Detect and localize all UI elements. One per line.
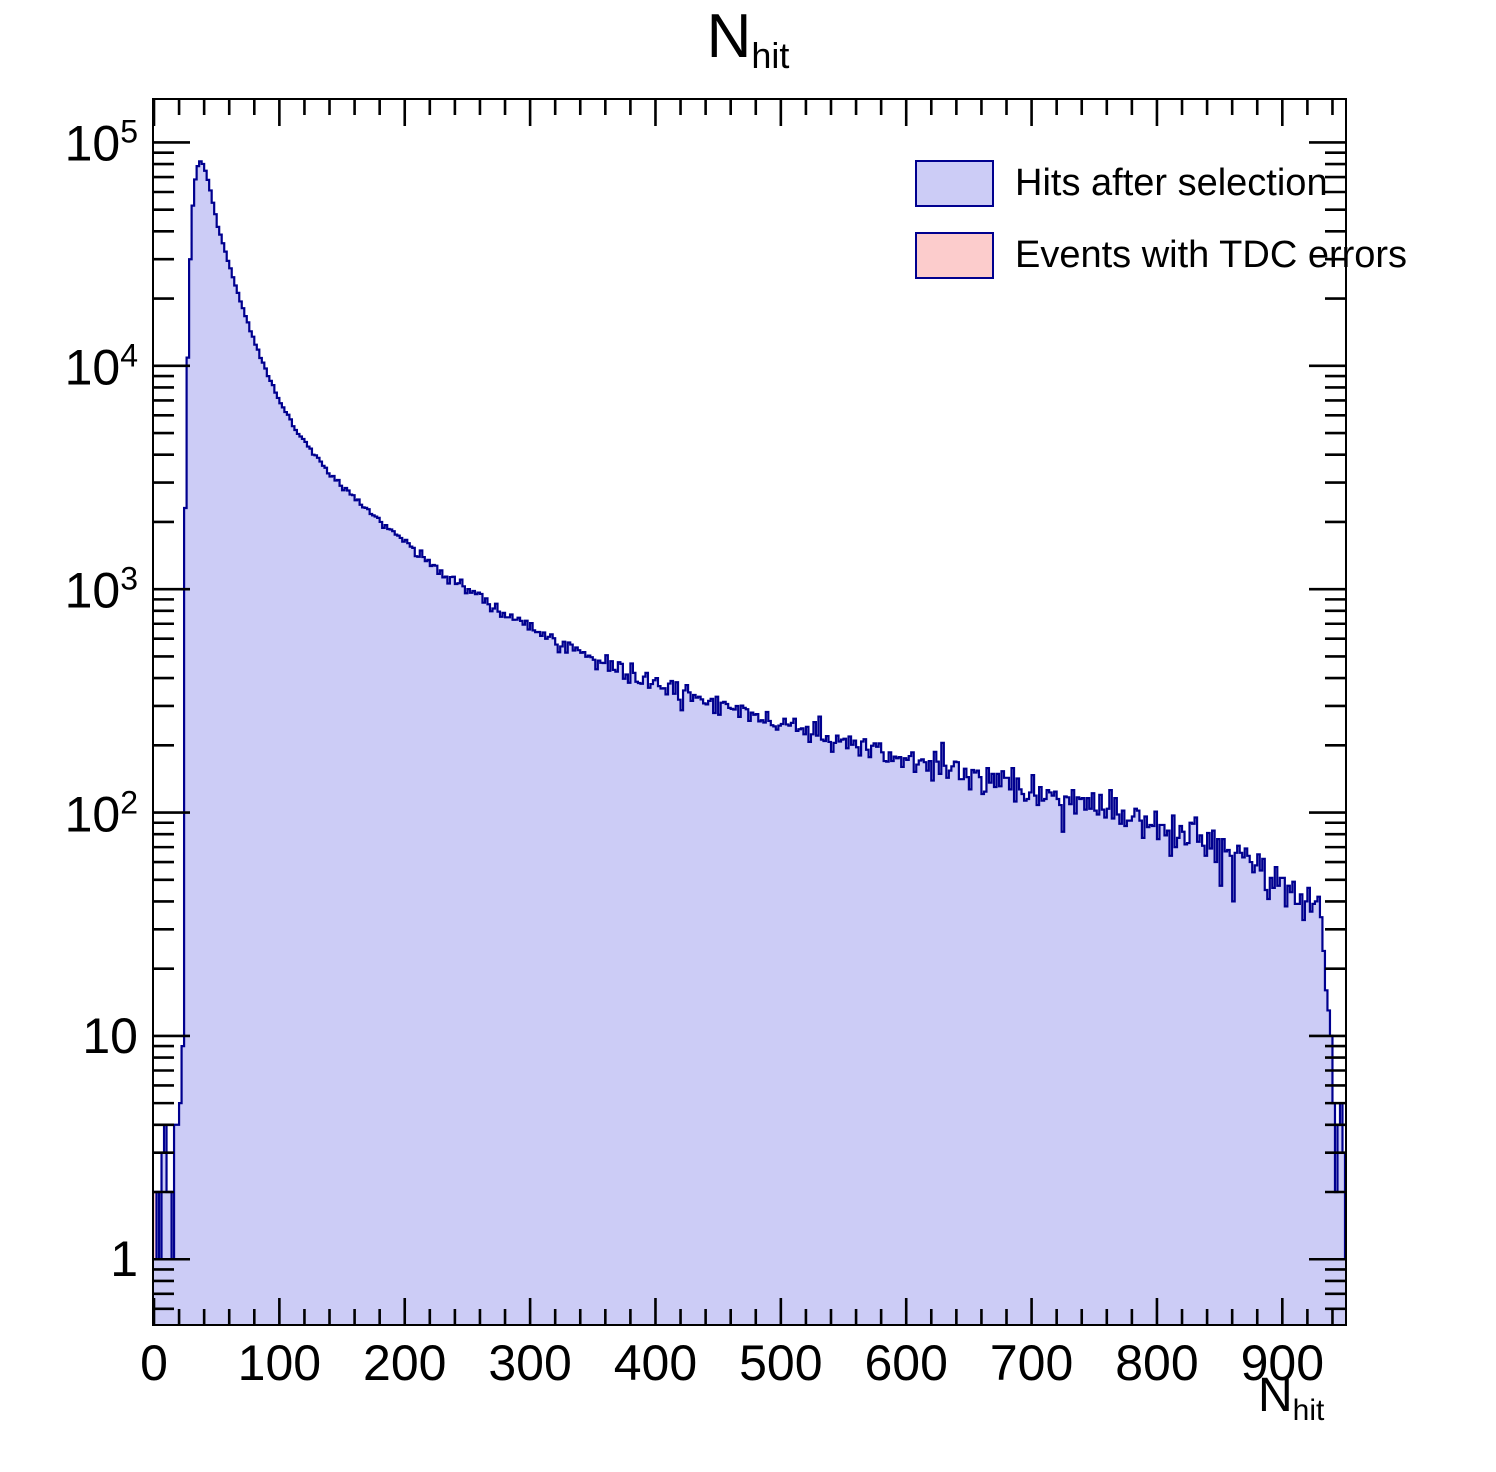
x-tick-label: 300: [488, 1335, 572, 1391]
y-tick-label: 103: [64, 560, 138, 619]
plot-frame: [152, 98, 1347, 1326]
x-tick-label: 700: [989, 1335, 1074, 1391]
legend: Hits after selection Events with TDC err…: [915, 150, 1407, 295]
histogram-svg: [154, 160, 1345, 1324]
series-hits-after-selection-group: [154, 160, 1345, 1324]
title-subscript: hit: [751, 34, 790, 76]
x-tick-label: 100: [237, 1335, 322, 1391]
y-tick-label: 1: [110, 1231, 138, 1288]
series-0-fill: [154, 161, 1345, 1324]
y-tick-label: 10: [82, 1007, 138, 1064]
x-tick-label: 400: [613, 1335, 698, 1391]
title-main: N: [706, 2, 752, 71]
y-tick-label: 102: [64, 784, 138, 842]
legend-entry-events-with-tdc-errors: Events with TDC errors: [915, 232, 1407, 280]
x-axis-title-subscript: hit: [1292, 1394, 1325, 1427]
x-tick-label: 200: [363, 1335, 447, 1391]
y-tick-label: 104: [64, 337, 138, 396]
x-axis-title-main: N: [1258, 1369, 1293, 1422]
x-axis-title: Nhit: [1258, 1372, 1324, 1426]
x-tick-label: 800: [1115, 1335, 1199, 1391]
legend-entry-hits-after-selection: Hits after selection: [915, 160, 1335, 208]
legend-label-hits-after-selection: Hits after selection: [1015, 162, 1328, 204]
x-tick-label: 0: [140, 1335, 168, 1391]
legend-swatch-events-with-tdc-errors: [915, 232, 994, 279]
legend-label-events-with-tdc-errors: Events with TDC errors: [1015, 234, 1408, 276]
page-title: Nhit: [0, 6, 1496, 74]
y-tick-label: 105: [64, 114, 138, 172]
x-tick-label: 600: [864, 1335, 948, 1391]
series-0-outline: [154, 160, 1345, 1261]
x-tick-label: 500: [739, 1335, 823, 1391]
legend-swatch-hits-after-selection: [915, 160, 994, 207]
